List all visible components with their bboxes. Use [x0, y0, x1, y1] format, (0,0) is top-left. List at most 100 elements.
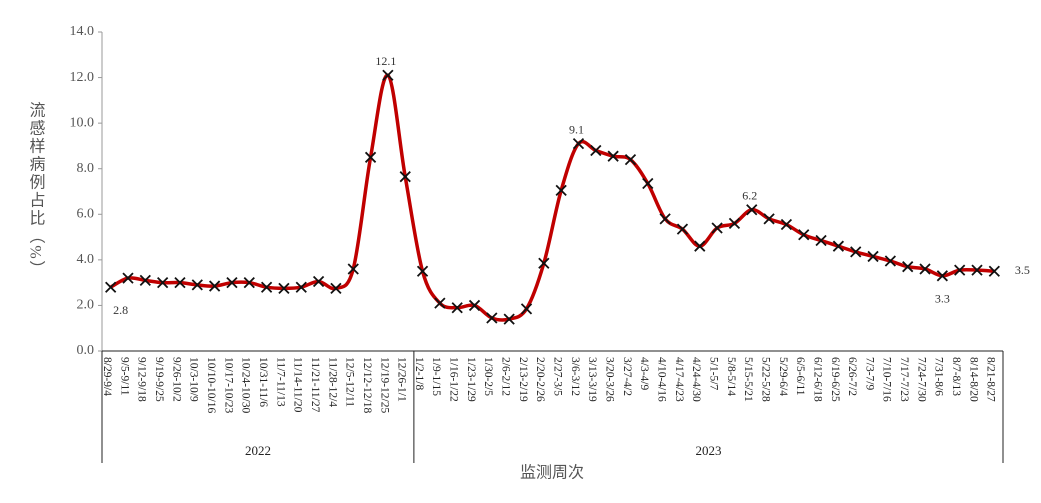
marker [243, 277, 255, 289]
x-tick-label: 11/14-11/20 [292, 357, 304, 413]
x-tick-label: 12/12-12/18 [361, 357, 373, 413]
marker [105, 281, 117, 293]
marker [850, 246, 862, 258]
x-tick-label: 12/5-12/11 [344, 357, 356, 407]
x-tick-label: 3/13-3/19 [586, 357, 598, 402]
x-tick-label: 10/10-10/16 [205, 357, 217, 413]
marker [746, 204, 758, 216]
x-tick-label: 9/5-9/11 [118, 357, 130, 396]
x-tick-label: 6/12-6/18 [811, 357, 823, 402]
marker [451, 302, 463, 314]
x-tick-label: 1/9-1/15 [430, 357, 442, 396]
group-label: 2022 [245, 443, 271, 458]
y-tick-label: 10.0 [70, 115, 95, 130]
y-tick-label: 0.0 [77, 343, 95, 358]
marker [226, 277, 238, 289]
marker [676, 223, 689, 235]
marker [971, 264, 983, 276]
marker [988, 265, 1000, 277]
x-tick-label: 2/13-2/19 [517, 357, 529, 402]
x-tick-label: 5/8-5/14 [725, 357, 737, 396]
x-tick-label: 8/29-9/4 [101, 357, 113, 396]
x-tick-label: 4/3-4/9 [638, 357, 650, 390]
marker [919, 263, 931, 275]
x-tick-label: 2/6-2/12 [500, 357, 512, 396]
marker [711, 222, 723, 234]
x-tick-label: 5/22-5/28 [759, 357, 771, 402]
marker [157, 277, 169, 289]
marker [815, 234, 827, 247]
marker [312, 275, 325, 288]
x-tick-label: 10/31-11/6 [257, 357, 269, 407]
x-tick-label: 7/17-7/23 [898, 357, 910, 402]
marker [382, 69, 394, 81]
data-label: 12.1 [375, 54, 396, 68]
marker [295, 281, 307, 293]
marker [122, 272, 134, 284]
x-tick-label: 6/5-6/11 [794, 357, 806, 396]
marker [659, 213, 671, 225]
x-tick-label: 11/28-12/4 [326, 357, 338, 407]
x-tick-label: 9/12-9/18 [136, 357, 148, 402]
x-tick-label: 1/23-1/29 [465, 357, 477, 402]
x-tick-label: 2/27-3/5 [552, 357, 564, 396]
marker [867, 250, 879, 263]
x-tick-label: 8/14-8/20 [967, 357, 979, 402]
marker [503, 313, 515, 325]
marker [728, 217, 741, 230]
x-tick-label: 9/19-9/25 [153, 357, 165, 402]
data-label: 3.5 [1015, 263, 1030, 277]
marker [884, 255, 897, 267]
y-tick-label: 6.0 [77, 207, 95, 222]
marker [399, 171, 411, 183]
marker [260, 281, 273, 293]
x-tick-label: 8/7-8/13 [950, 357, 962, 396]
y-tick-label: 8.0 [77, 161, 95, 176]
x-tick-label: 12/19-12/25 [378, 357, 390, 413]
x-tick-label: 5/15-5/21 [742, 357, 754, 402]
marker [434, 297, 446, 309]
data-label: 2.8 [113, 303, 128, 317]
x-tick-label: 3/6-3/12 [569, 357, 581, 396]
x-tick-label: 8/21-8/27 [985, 357, 997, 402]
x-tick-label: 3/27-4/2 [621, 357, 633, 396]
x-tick-label: 1/30-2/5 [482, 357, 494, 396]
x-axis-title: 监测周次 [520, 464, 584, 482]
x-tick-label: 11/21-11/27 [309, 357, 321, 413]
marker [364, 151, 377, 163]
x-tick-label: 5/29-6/4 [777, 357, 789, 396]
marker [590, 144, 602, 157]
x-tick-label: 9/26-10/2 [170, 357, 182, 402]
x-tick-label: 5/1-5/7 [707, 357, 719, 390]
marker [780, 218, 793, 231]
marker [347, 263, 359, 275]
marker [572, 138, 585, 150]
x-tick-label: 7/24-7/30 [915, 357, 927, 402]
marker [174, 277, 186, 289]
marker [139, 274, 151, 287]
x-tick-label: 1/2-1/8 [413, 357, 425, 390]
marker [416, 265, 429, 277]
y-tick-label: 4.0 [77, 252, 95, 267]
marker [624, 153, 637, 166]
x-tick-label: 12/26-1/1 [396, 357, 408, 402]
marker [642, 177, 654, 190]
marker [936, 270, 948, 282]
y-tick-label: 12.0 [70, 70, 95, 85]
marker [694, 240, 706, 252]
data-label: 3.3 [935, 292, 950, 306]
y-tick-label: 2.0 [77, 298, 95, 313]
y-tick-label: 14.0 [70, 24, 95, 39]
x-tick-label: 7/3-7/9 [863, 357, 875, 390]
x-tick-label: 7/10-7/16 [881, 357, 893, 402]
x-tick-label: 6/19-6/25 [829, 357, 841, 402]
data-label: 9.1 [569, 122, 584, 136]
marker [468, 299, 481, 312]
line [109, 73, 995, 322]
x-tick-label: 4/17-4/23 [673, 357, 685, 402]
marker [798, 229, 810, 241]
marker [208, 280, 221, 292]
marker [607, 150, 619, 162]
marker [330, 282, 342, 294]
